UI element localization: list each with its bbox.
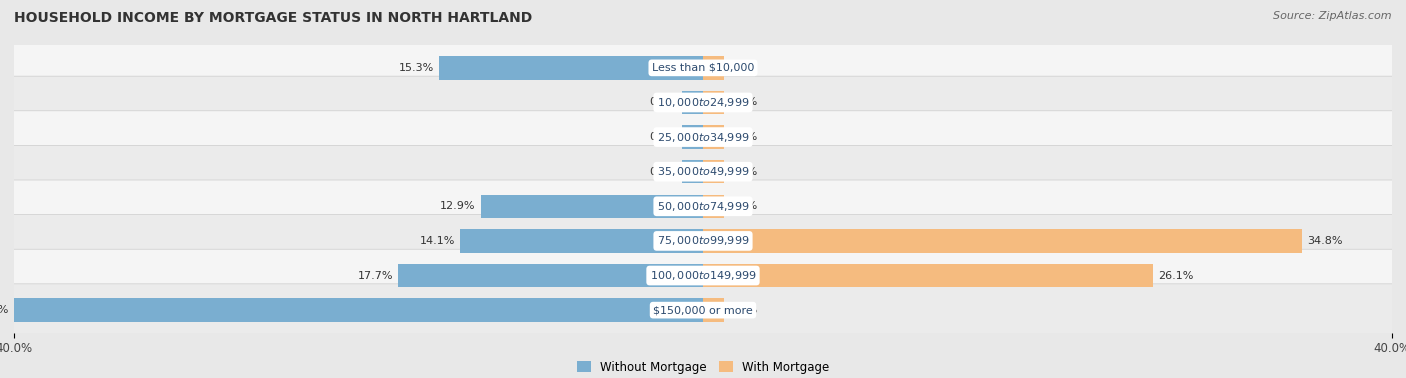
Bar (703, 160, 724, 183)
Bar (703, 195, 724, 218)
Bar (398, 264, 703, 287)
Text: 0.0%: 0.0% (728, 167, 756, 177)
Bar (481, 195, 703, 218)
Bar (682, 91, 703, 114)
FancyBboxPatch shape (6, 180, 1400, 232)
Text: $150,000 or more: $150,000 or more (654, 305, 752, 315)
Bar (460, 229, 703, 253)
Text: 26.1%: 26.1% (1157, 271, 1194, 280)
Text: $35,000 to $49,999: $35,000 to $49,999 (657, 165, 749, 178)
Legend: Without Mortgage, With Mortgage: Without Mortgage, With Mortgage (572, 356, 834, 378)
Text: 34.8%: 34.8% (1308, 236, 1343, 246)
Text: $100,000 to $149,999: $100,000 to $149,999 (650, 269, 756, 282)
Text: 12.9%: 12.9% (440, 201, 475, 211)
FancyBboxPatch shape (6, 284, 1400, 336)
Bar (682, 160, 703, 183)
Text: 14.1%: 14.1% (419, 236, 456, 246)
Text: 0.0%: 0.0% (728, 63, 756, 73)
FancyBboxPatch shape (6, 111, 1400, 163)
FancyBboxPatch shape (6, 215, 1400, 267)
Text: Less than $10,000: Less than $10,000 (652, 63, 754, 73)
Text: $10,000 to $24,999: $10,000 to $24,999 (657, 96, 749, 109)
Text: $50,000 to $74,999: $50,000 to $74,999 (657, 200, 749, 213)
Text: 0.0%: 0.0% (650, 132, 678, 142)
Text: 17.7%: 17.7% (357, 271, 392, 280)
Text: 0.0%: 0.0% (728, 132, 756, 142)
Text: 0.0%: 0.0% (650, 98, 678, 107)
Bar (440, 56, 703, 80)
Text: 0.0%: 0.0% (650, 167, 678, 177)
FancyBboxPatch shape (6, 76, 1400, 129)
FancyBboxPatch shape (6, 42, 1400, 94)
Bar (703, 298, 724, 322)
Bar (703, 125, 724, 149)
Bar (703, 264, 1153, 287)
Bar (14, 298, 703, 322)
Text: HOUSEHOLD INCOME BY MORTGAGE STATUS IN NORTH HARTLAND: HOUSEHOLD INCOME BY MORTGAGE STATUS IN N… (14, 11, 533, 25)
Bar (703, 56, 724, 80)
Text: 0.0%: 0.0% (728, 201, 756, 211)
FancyBboxPatch shape (6, 249, 1400, 302)
Bar (682, 125, 703, 149)
Text: 0.0%: 0.0% (728, 98, 756, 107)
Text: 15.3%: 15.3% (399, 63, 434, 73)
Text: 40.0%: 40.0% (0, 305, 8, 315)
Text: 0.0%: 0.0% (728, 305, 756, 315)
Text: $75,000 to $99,999: $75,000 to $99,999 (657, 234, 749, 248)
FancyBboxPatch shape (6, 146, 1400, 198)
Text: $25,000 to $34,999: $25,000 to $34,999 (657, 130, 749, 144)
Text: Source: ZipAtlas.com: Source: ZipAtlas.com (1274, 11, 1392, 21)
Bar (703, 91, 724, 114)
Bar (703, 229, 1302, 253)
